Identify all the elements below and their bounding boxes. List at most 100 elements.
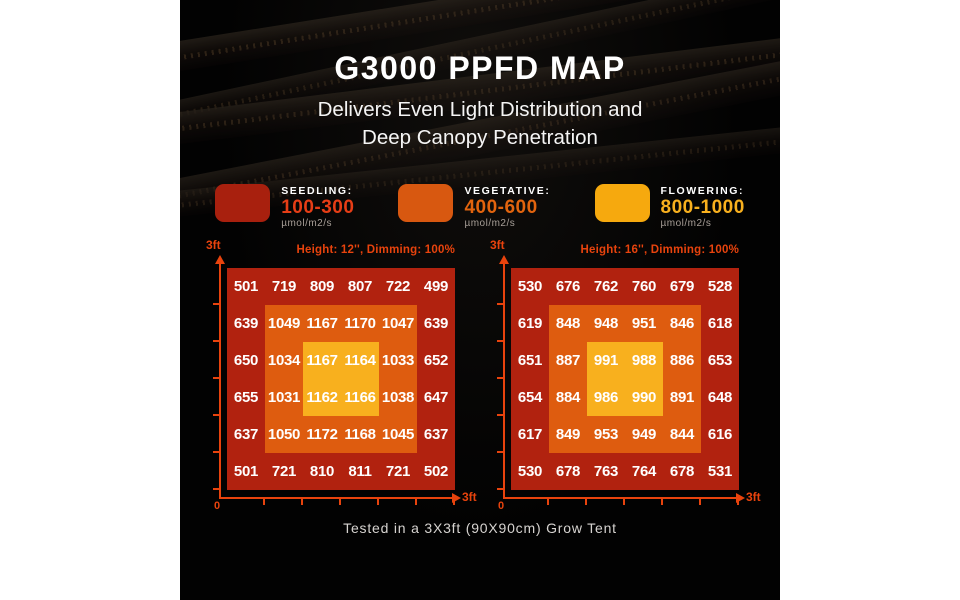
- ppfd-cell: 1162: [303, 379, 341, 416]
- ppfd-cell: 810: [303, 453, 341, 490]
- ppfd-cell: 1045: [379, 416, 417, 453]
- ppfd-cell: 653: [701, 342, 739, 379]
- y-axis-ticks: [497, 268, 503, 492]
- legend-unit: µmol/m2/s: [464, 218, 516, 229]
- ppfd-cell: 762: [587, 268, 625, 305]
- ppfd-cell: 884: [549, 379, 587, 416]
- ppfd-cell: 848: [549, 305, 587, 342]
- ppfd-cell: 1167: [303, 342, 341, 379]
- ppfd-cell: 809: [303, 268, 341, 305]
- ppfd-cell: 722: [379, 268, 417, 305]
- x-axis-arrow-icon: [452, 493, 461, 503]
- ppfd-cell: 619: [511, 305, 549, 342]
- ppfd-cell: 530: [511, 453, 549, 490]
- ppfd-cell: 887: [549, 342, 587, 379]
- ppfd-cell: 647: [417, 379, 455, 416]
- x-axis-line: [219, 497, 453, 499]
- subtitle-line-2: Deep Canopy Penetration: [362, 126, 598, 149]
- page-subtitle: Delivers Even Light Distribution and Dee…: [180, 96, 780, 152]
- ppfd-cell: 719: [265, 268, 303, 305]
- legend-text: FLOWERING: 800-1000 µmol/m2/s: [661, 184, 745, 229]
- ppfd-cell: 654: [511, 379, 549, 416]
- ppfd-cell: 639: [417, 305, 455, 342]
- ppfd-cell: 618: [701, 305, 739, 342]
- legend-range: 800-1000: [660, 197, 745, 218]
- ppfd-cell: 501: [227, 453, 265, 490]
- legend-text: VEGETATIVE: 400-600 µmol/m2/s: [464, 184, 550, 229]
- ppfd-cell: 721: [379, 453, 417, 490]
- ppfd-cell: 991: [587, 342, 625, 379]
- ppfd-cell: 1164: [341, 342, 379, 379]
- ppfd-cell: 1033: [379, 342, 417, 379]
- ppfd-cell: 1167: [303, 305, 341, 342]
- ppfd-cell: 844: [663, 416, 701, 453]
- ppfd-cell: 678: [663, 453, 701, 490]
- ppfd-cell: 616: [701, 416, 739, 453]
- ppfd-cell: 531: [701, 453, 739, 490]
- ppfd-cell: 1038: [379, 379, 417, 416]
- ppfd-cell: 676: [549, 268, 587, 305]
- x-axis-max-label: 3ft: [746, 490, 761, 504]
- x-axis-arrow-icon: [736, 493, 745, 503]
- page-title: G3000 PPFD MAP: [334, 50, 626, 86]
- y-axis-line: [503, 264, 505, 497]
- ppfd-cell: 886: [663, 342, 701, 379]
- ppfd-cell: 953: [587, 416, 625, 453]
- legend-label: VEGETATIVE:: [464, 185, 551, 197]
- ppfd-cell: 951: [625, 305, 663, 342]
- subtitle-line-1: Delivers Even Light Distribution and: [317, 98, 643, 121]
- ppfd-cell: 849: [549, 416, 587, 453]
- ppfd-cell: 528: [701, 268, 739, 305]
- legend-range: 400-600: [464, 197, 538, 218]
- ppfd-cell: 1166: [341, 379, 379, 416]
- ppfd-cell: 721: [265, 453, 303, 490]
- y-axis-max-label: 3ft: [490, 238, 505, 252]
- y-axis-ticks: [213, 268, 219, 492]
- legend-text: SEEDLING: 100-300 µmol/m2/s: [281, 184, 354, 229]
- legend-label: FLOWERING:: [660, 185, 745, 197]
- ppfd-cell: 678: [549, 453, 587, 490]
- ppfd-cell: 648: [701, 379, 739, 416]
- ppfd-cell: 846: [663, 305, 701, 342]
- ppfd-cell: 1170: [341, 305, 379, 342]
- ppfd-heatmap-grid: 530 676 762 760 679 528 619 848 948 951 846 618 651 8…: [511, 268, 739, 490]
- ppfd-cell: 763: [587, 453, 625, 490]
- legend-unit: µmol/m2/s: [660, 218, 712, 229]
- seedling-color-swatch: [215, 184, 271, 222]
- ppfd-cell: 499: [417, 268, 455, 305]
- ppfd-cell: 637: [417, 416, 455, 453]
- ppfd-cell: 1172: [303, 416, 341, 453]
- flowering-color-swatch: [594, 184, 650, 222]
- x-axis-max-label: 3ft: [462, 490, 477, 504]
- ppfd-heatmap-grid: 501 719 809 807 722 499 639 1049 1167 1170 1047 639…: [227, 268, 455, 490]
- legend-unit: µmol/m2/s: [281, 218, 333, 229]
- x-axis-line: [503, 497, 737, 499]
- ppfd-infographic: G3000 PPFD MAP Delivers Even Light Distr…: [180, 0, 780, 600]
- legend-label: SEEDLING:: [281, 185, 353, 197]
- y-axis-line: [219, 264, 221, 497]
- y-axis-max-label: 3ft: [206, 238, 221, 252]
- ppfd-cell: 652: [417, 342, 455, 379]
- ppfd-cell: 1049: [265, 305, 303, 342]
- vegetative-color-swatch: [398, 184, 454, 222]
- x-axis-ticks: [511, 499, 739, 505]
- test-conditions-caption: Tested in a 3X3ft (90X90cm) Grow Tent: [343, 520, 617, 536]
- ppfd-cell: 650: [227, 342, 265, 379]
- ppfd-cell: 679: [663, 268, 701, 305]
- axis-origin-label: 0: [497, 500, 505, 512]
- x-axis-ticks: [227, 499, 455, 505]
- legend-item-flowering: FLOWERING: 800-1000 µmol/m2/s: [594, 184, 745, 229]
- ppfd-cell: 807: [341, 268, 379, 305]
- ppfd-cell: 637: [227, 416, 265, 453]
- axis-origin-label: 0: [213, 500, 221, 512]
- ppfd-chart-16in: 3ft Height: 16'', Dimming: 100% 530 676 76…: [484, 238, 774, 523]
- ppfd-cell: 990: [625, 379, 663, 416]
- chart-condition-label: Height: 16'', Dimming: 100%: [580, 244, 739, 256]
- ppfd-legend: SEEDLING: 100-300 µmol/m2/s VEGETATIVE: …: [180, 184, 780, 229]
- ppfd-cell: 1168: [341, 416, 379, 453]
- chart-condition-label: Height: 12'', Dimming: 100%: [296, 244, 455, 256]
- y-axis-arrow-icon: [499, 255, 509, 264]
- ppfd-cell: 501: [227, 268, 265, 305]
- ppfd-cell: 617: [511, 416, 549, 453]
